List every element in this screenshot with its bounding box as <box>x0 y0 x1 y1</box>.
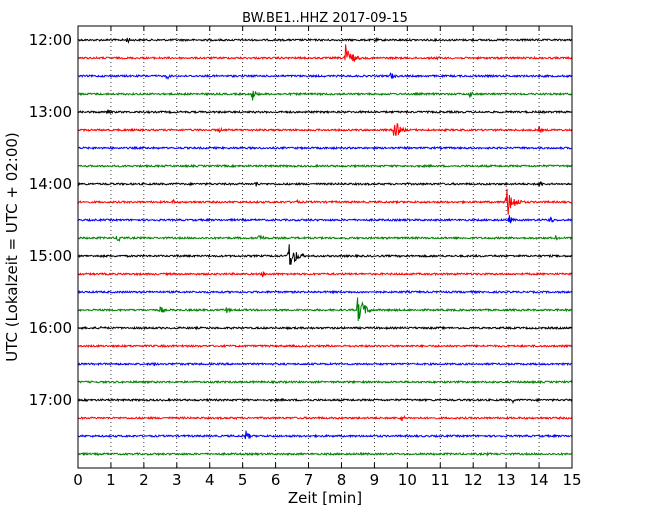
seismic-trace <box>77 289 573 295</box>
y-axis-label: UTC (Lokalzeit = UTC + 02:00) <box>3 132 21 362</box>
chart-title: BW.BE1..HHZ 2017-09-15 <box>242 11 408 26</box>
y-tick-label: 16:00 <box>29 319 72 337</box>
seismic-trace <box>77 122 573 136</box>
y-tick-label: 14:00 <box>29 175 72 193</box>
seismic-trace <box>77 343 573 349</box>
y-tick-label: 15:00 <box>29 247 72 265</box>
seismic-trace <box>77 379 573 385</box>
seismic-trace <box>77 180 572 188</box>
x-tick-label: 11 <box>431 471 450 489</box>
x-tick-label: 13 <box>497 471 516 489</box>
x-tick-label: 6 <box>271 471 281 489</box>
seismic-trace <box>77 44 573 63</box>
seismic-trace <box>78 271 573 278</box>
seismic-trace <box>77 109 573 115</box>
x-tick-label: 4 <box>205 471 215 489</box>
y-tick-label: 12:00 <box>29 31 72 49</box>
seismic-trace <box>77 244 573 265</box>
seismic-trace <box>77 397 573 405</box>
x-tick-label: 7 <box>304 471 314 489</box>
x-tick-label: 14 <box>530 471 549 489</box>
seismic-trace <box>77 90 573 101</box>
y-tick-label: 13:00 <box>29 103 72 121</box>
trace-layer <box>77 36 573 457</box>
plot-frame <box>77 25 573 469</box>
x-tick-label: 8 <box>337 471 347 489</box>
seismic-trace <box>77 215 573 224</box>
seismic-trace <box>77 325 573 331</box>
x-tick-label: 10 <box>398 471 417 489</box>
seismic-trace <box>77 163 573 169</box>
seismic-trace <box>77 415 573 422</box>
x-tick-label: 3 <box>172 471 182 489</box>
seismic-trace <box>77 145 572 151</box>
x-tick-label: 0 <box>73 471 83 489</box>
x-tick-label: 2 <box>139 471 149 489</box>
seismic-trace <box>77 72 573 80</box>
seismic-trace <box>77 36 573 45</box>
x-tick-label: 12 <box>464 471 483 489</box>
seismic-trace <box>77 297 572 322</box>
grid-layer <box>110 26 540 468</box>
x-tick-label: 5 <box>238 471 248 489</box>
x-tick-label: 9 <box>370 471 380 489</box>
seismic-trace <box>77 430 573 440</box>
seismic-trace <box>77 188 572 215</box>
seismic-trace <box>77 361 572 367</box>
x-tick-label: 15 <box>562 471 581 489</box>
seismic-trace <box>78 234 572 242</box>
x-axis-label: Zeit [min] <box>288 489 362 507</box>
tick-layer: 0 1 2 3 4 5 6 7 8 9 10 11 12 13 14 1512:0013:0014:0015:… <box>29 26 582 489</box>
y-tick-label: 17:00 <box>29 391 72 409</box>
x-tick-label: 1 <box>106 471 116 489</box>
seismic-trace <box>77 451 572 457</box>
